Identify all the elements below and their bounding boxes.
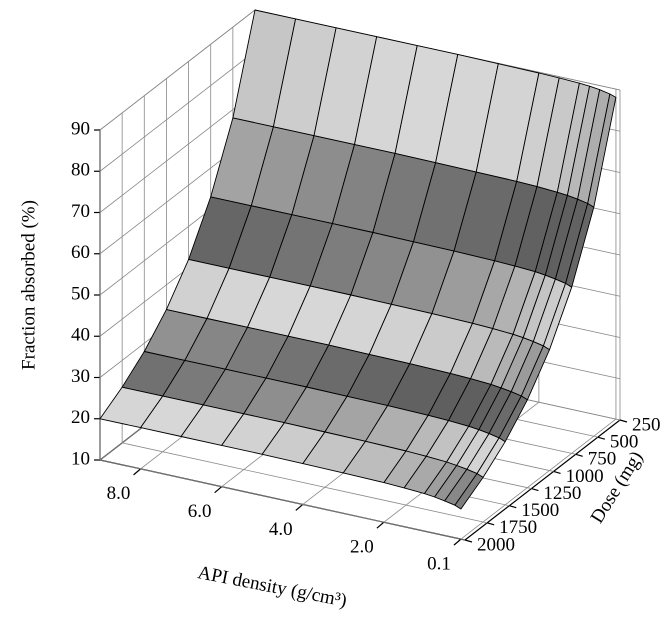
z-tick-label: 20 [71,407,90,428]
x-tick [133,468,141,476]
y-tick [464,539,473,543]
grid-line [122,442,488,524]
z-tick-label: 50 [71,283,90,304]
y-tick [553,470,561,475]
y-tick [619,419,628,423]
y-tick-label: 750 [588,449,617,470]
x-tick [214,486,223,494]
z-axis-title: Fraction absorbed (%) [18,200,39,370]
x-tick [453,538,462,546]
z-tick-label: 70 [71,201,90,222]
x-tick-label: 8.0 [107,483,131,504]
y-tick [575,453,583,457]
y-tick-label: 2000 [477,534,515,555]
y-tick-label: 1000 [566,466,604,487]
y-tick-label: 250 [632,414,661,435]
y-tick-label: 1250 [543,483,581,504]
grid-line [99,92,256,213]
z-tick-label: 90 [71,118,90,139]
z-tick-label: 30 [71,366,90,387]
box-edge [464,419,621,541]
grid-line [99,459,466,541]
x-tick-label: 0.1 [427,553,451,574]
x-tick-label: 6.0 [188,501,212,522]
grid-line [460,418,617,540]
surface-patch [454,473,484,510]
y-tick [509,505,517,509]
x-tick [376,521,385,529]
y-tick-label: 1500 [521,500,559,521]
x-tick [295,503,304,511]
z-tick-label: 10 [71,448,90,469]
x-axis-title: API density (g/cm³) [196,562,349,611]
y-tick [597,436,606,440]
y-tick-label: 1750 [499,517,537,538]
y-tick [486,522,495,526]
y-tick [531,487,539,492]
x-tick-label: 4.0 [269,519,293,540]
z-tick-label: 40 [71,325,90,346]
grid-line [99,9,256,131]
surface [99,9,617,510]
x-tick-label: 2.0 [350,537,374,558]
z-tick-label: 60 [71,242,90,263]
y-tick-label: 500 [610,432,639,453]
z-tick-label: 80 [71,160,90,181]
grid-line [99,50,256,172]
